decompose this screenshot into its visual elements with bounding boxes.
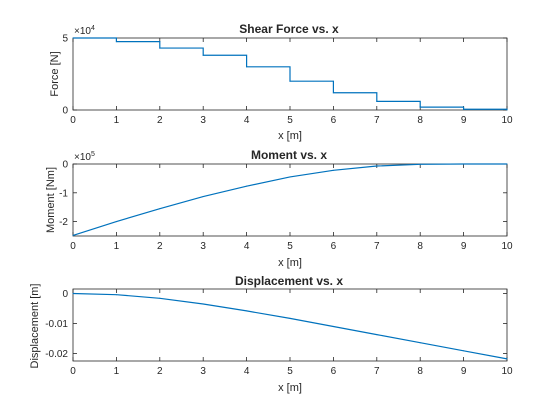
displacement-xlabel: x [m] [278, 382, 302, 394]
displacement-xtick-label: 1 [114, 366, 120, 377]
displacement-xtick-label: 7 [374, 366, 380, 377]
moment-series-line [72, 163, 507, 236]
shear-force-xtick-label: 8 [417, 115, 423, 126]
displacement-axes [72, 288, 508, 362]
displacement-title: Displacement vs. x [235, 274, 343, 288]
moment-xtick-label: 1 [114, 241, 120, 252]
shear-force-xtick-label: 7 [374, 115, 380, 126]
shear-force-ytick-label: 5 [62, 34, 68, 45]
shear-force-xtick-label: 5 [287, 115, 293, 126]
shear-force-xtick-label: 1 [114, 115, 120, 126]
displacement-ylabel: Displacement [m] [29, 284, 41, 369]
moment-ytick-label: -2 [59, 217, 68, 228]
displacement-ytick-label: -0.01 [45, 319, 68, 330]
displacement-xtick-label: 4 [244, 366, 250, 377]
displacement-ytick-label: 0 [62, 289, 68, 300]
moment-xtick-label: 4 [244, 241, 250, 252]
shear-force-xtick-label: 9 [461, 115, 467, 126]
moment-xtick-label: 10 [501, 241, 513, 252]
moment-xtick-label: 8 [417, 241, 423, 252]
displacement-xtick-label: 10 [501, 366, 513, 377]
displacement-panel: Displacement vs. x 0 1 2 3 4 5 6 7 8 9 10 0 -0.01 -0.… [29, 274, 513, 394]
moment-ticks: 0 1 2 3 4 5 6 7 8 9 10 0 -1 -2 [59, 160, 513, 253]
displacement-xtick-label: 0 [70, 366, 76, 377]
shear-force-xtick-label: 10 [501, 115, 513, 126]
moment-xlabel: x [m] [278, 257, 302, 269]
moment-xtick-label: 2 [157, 241, 163, 252]
shear-force-xtick-label: 3 [200, 115, 206, 126]
shear-force-panel: Shear Force vs. x ×104 0 1 2 3 4 5 6 7 8 9 10 0 5 x … [49, 22, 513, 142]
moment-ylabel: Moment [Nm] [45, 167, 57, 233]
displacement-xtick-label: 8 [417, 366, 423, 377]
shear-force-series-line [73, 37, 508, 110]
moment-title: Moment vs. x [251, 148, 327, 162]
displacement-xtick-label: 3 [200, 366, 206, 377]
shear-force-ytick-label: 0 [62, 106, 68, 117]
shear-force-xlabel: x [m] [278, 130, 302, 142]
moment-xtick-label: 0 [70, 241, 76, 252]
moment-xtick-label: 5 [287, 241, 293, 252]
moment-xtick-label: 6 [331, 241, 337, 252]
displacement-xtick-label: 5 [287, 366, 293, 377]
moment-xtick-label: 3 [200, 241, 206, 252]
displacement-xtick-label: 2 [157, 366, 163, 377]
shear-force-xtick-label: 2 [157, 115, 163, 126]
shear-force-ticks: 0 1 2 3 4 5 6 7 8 9 10 0 5 [62, 34, 513, 127]
displacement-xtick-label: 9 [461, 366, 467, 377]
displacement-ytick-label: -0.02 [45, 349, 68, 360]
shear-force-xtick-label: 6 [331, 115, 337, 126]
moment-xtick-label: 9 [461, 241, 467, 252]
shear-force-exponent: ×104 [74, 25, 95, 37]
displacement-xtick-label: 6 [331, 366, 337, 377]
shear-force-title: Shear Force vs. x [239, 22, 339, 36]
moment-xtick-label: 7 [374, 241, 380, 252]
moment-ytick-label: -1 [59, 188, 68, 199]
moment-exponent: ×105 [74, 151, 95, 163]
moment-ytick-label: 0 [62, 160, 68, 171]
shear-force-ylabel: Force [N] [49, 51, 61, 96]
moment-panel: Moment vs. x ×105 0 1 2 3 4 5 6 7 8 9 10 0 -1 -2 x [m… [45, 148, 513, 269]
shear-force-xtick-label: 0 [70, 115, 76, 126]
moment-axes [72, 163, 508, 237]
displacement-series-line [72, 292, 508, 360]
shear-force-xtick-label: 4 [244, 115, 250, 126]
